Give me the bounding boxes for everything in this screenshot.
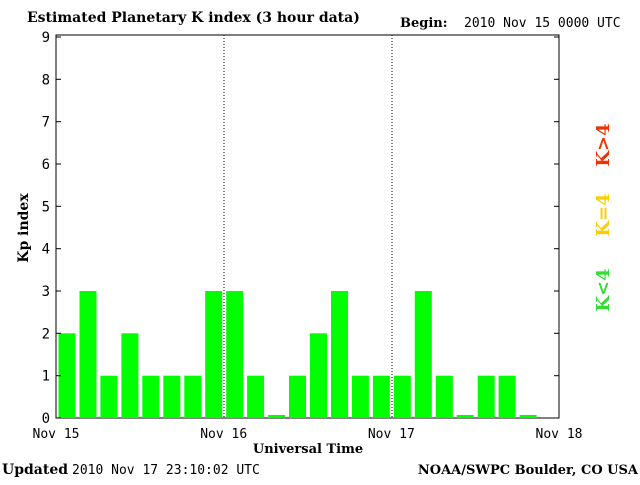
y-tick-label: 9 (42, 30, 50, 46)
kp-bar (456, 415, 474, 418)
y-tick-label: 6 (42, 157, 50, 173)
kp-bar (163, 375, 181, 418)
kp-bar (142, 375, 160, 418)
source-credit: NOAA/SWPC Boulder, CO USA (418, 463, 639, 478)
y-axis-label: Kp index (16, 193, 32, 263)
plot-area (55, 34, 560, 419)
kp-bar (268, 415, 286, 418)
kp-bar (310, 333, 327, 418)
x-tick-label: Nov 17 (368, 427, 415, 442)
legend-item: K<4 (593, 268, 614, 311)
y-tick-label: 3 (42, 284, 50, 300)
y-tick-label: 7 (42, 115, 50, 131)
begin-label: Begin: (400, 16, 448, 31)
kp-bar (498, 375, 516, 418)
kp-bar (289, 375, 306, 418)
kp-bar (351, 375, 369, 418)
y-tick-label: 4 (42, 242, 50, 258)
x-axis-label: Universal Time (253, 442, 363, 457)
kp-bar (226, 291, 244, 418)
kp-bar (100, 375, 118, 418)
x-tick-label: Nov 15 (33, 427, 80, 442)
chart-title: Estimated Planetary K index (3 hour data… (27, 10, 360, 26)
kp-bar (519, 415, 537, 418)
kp-bar (372, 375, 390, 418)
kp-bar (121, 333, 139, 418)
begin-value: 2010 Nov 15 0000 UTC (464, 16, 621, 31)
kp-bar (58, 333, 76, 418)
kp-bar (393, 375, 411, 418)
kp-bar (184, 375, 202, 418)
updated-value: 2010 Nov 17 23:10:02 UTC (72, 463, 260, 478)
kp-bar (331, 291, 348, 418)
x-axis: Nov 15 Nov 16 Nov 17 Nov 18 (33, 427, 583, 442)
kp-bar (79, 291, 97, 418)
kp-bar (205, 291, 223, 418)
legend-item: K>4 (593, 123, 614, 166)
legend-item: K=4 (593, 193, 614, 236)
kp-bar (477, 375, 495, 418)
legend: K<4 K=4 K>4 (593, 123, 614, 311)
y-axis: 0 1 2 3 4 5 6 7 8 9 (42, 30, 559, 427)
y-tick-label: 1 (42, 369, 50, 385)
kp-bar (247, 375, 265, 418)
y-tick-label: 5 (42, 199, 50, 215)
y-tick-label: 0 (42, 411, 50, 427)
bars-group (58, 291, 537, 418)
kp-bar (414, 291, 432, 418)
kp-bar (435, 375, 453, 418)
x-tick-label: Nov 16 (200, 427, 247, 442)
y-tick-label: 2 (42, 326, 50, 342)
y-tick-label: 8 (42, 72, 50, 88)
x-tick-label: Nov 18 (536, 427, 583, 442)
updated-label: Updated (2, 462, 68, 478)
